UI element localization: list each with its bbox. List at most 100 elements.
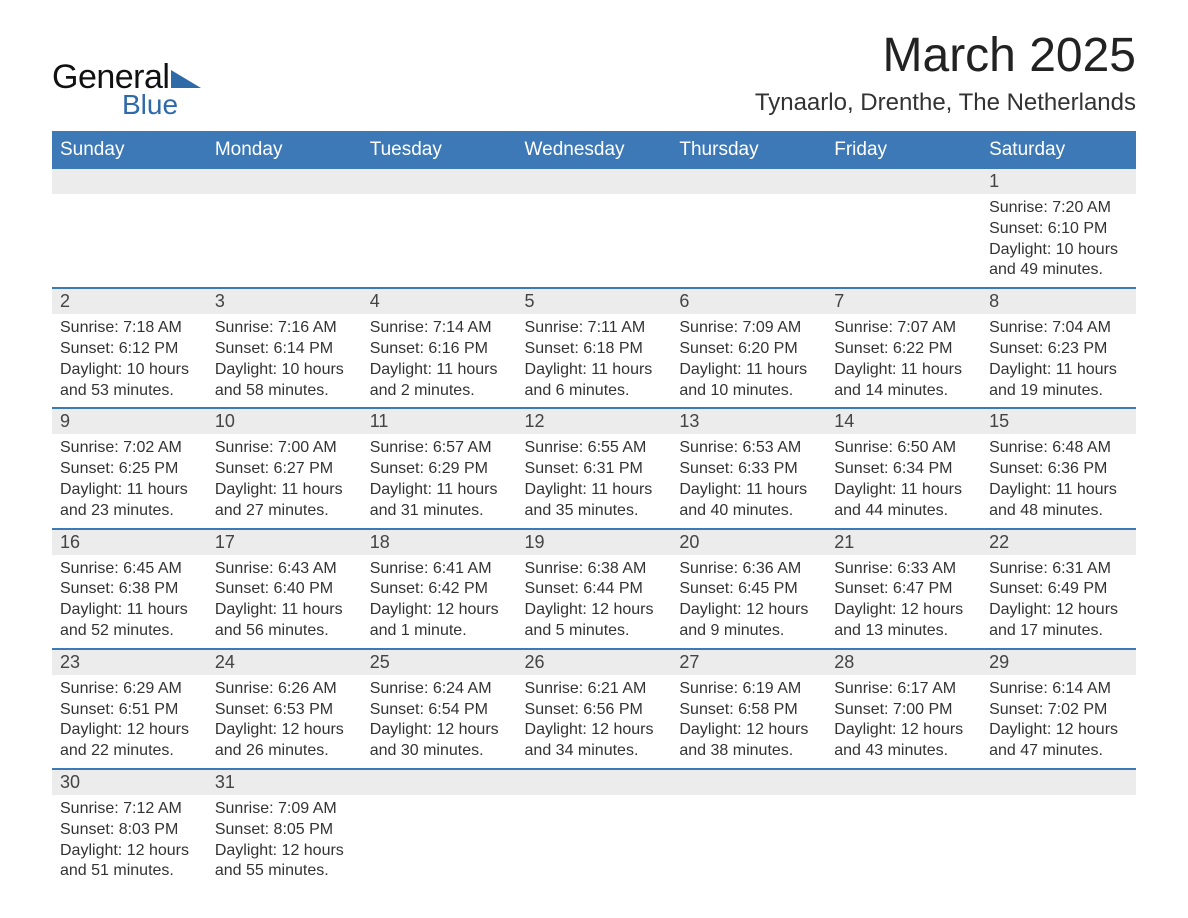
day-number-cell	[362, 769, 517, 795]
sunset-text: Sunset: 6:14 PM	[215, 339, 354, 360]
sunset-text: Sunset: 6:45 PM	[679, 579, 818, 600]
sunrise-text: Sunrise: 7:20 AM	[989, 198, 1128, 219]
daylight-text: Daylight: 12 hours	[60, 720, 199, 741]
daylight-text: and 13 minutes.	[834, 621, 973, 642]
sunset-text: Sunset: 6:34 PM	[834, 459, 973, 480]
day-number-cell: 31	[207, 769, 362, 795]
sunrise-text: Sunrise: 7:09 AM	[679, 318, 818, 339]
day-detail-cell: Sunrise: 7:04 AMSunset: 6:23 PMDaylight:…	[981, 314, 1136, 408]
daylight-text: Daylight: 12 hours	[834, 600, 973, 621]
sunrise-text: Sunrise: 7:16 AM	[215, 318, 354, 339]
daylight-text: Daylight: 11 hours	[215, 600, 354, 621]
sunset-text: Sunset: 6:58 PM	[679, 700, 818, 721]
daylight-text: Daylight: 12 hours	[60, 841, 199, 862]
daylight-text: and 47 minutes.	[989, 741, 1128, 762]
page-header: General Blue March 2025 Tynaarlo, Drenth…	[52, 28, 1136, 121]
sunset-text: Sunset: 6:33 PM	[679, 459, 818, 480]
daylight-text: and 2 minutes.	[370, 381, 509, 402]
day-number-cell: 21	[826, 529, 981, 555]
sunset-text: Sunset: 6:36 PM	[989, 459, 1128, 480]
day-detail-row: Sunrise: 7:02 AMSunset: 6:25 PMDaylight:…	[52, 434, 1136, 528]
sunset-text: Sunset: 6:44 PM	[525, 579, 664, 600]
day-detail-cell: Sunrise: 6:21 AMSunset: 6:56 PMDaylight:…	[517, 675, 672, 769]
day-number-cell	[362, 168, 517, 194]
day-detail-cell: Sunrise: 6:24 AMSunset: 6:54 PMDaylight:…	[362, 675, 517, 769]
sunrise-text: Sunrise: 6:38 AM	[525, 559, 664, 580]
daylight-text: and 6 minutes.	[525, 381, 664, 402]
day-detail-cell	[362, 795, 517, 888]
sunrise-text: Sunrise: 7:09 AM	[215, 799, 354, 820]
daylight-text: and 14 minutes.	[834, 381, 973, 402]
sunrise-text: Sunrise: 7:07 AM	[834, 318, 973, 339]
day-number-row: 3031	[52, 769, 1136, 795]
day-number-cell: 20	[671, 529, 826, 555]
daylight-text: Daylight: 12 hours	[525, 720, 664, 741]
day-number-cell: 11	[362, 408, 517, 434]
day-detail-cell	[207, 194, 362, 288]
day-number-cell	[826, 168, 981, 194]
sunset-text: Sunset: 6:31 PM	[525, 459, 664, 480]
day-detail-cell	[362, 194, 517, 288]
daylight-text: and 34 minutes.	[525, 741, 664, 762]
weekday-header: Thursday	[671, 132, 826, 168]
day-detail-cell: Sunrise: 6:29 AMSunset: 6:51 PMDaylight:…	[52, 675, 207, 769]
sunrise-text: Sunrise: 6:33 AM	[834, 559, 973, 580]
day-detail-cell: Sunrise: 7:09 AMSunset: 6:20 PMDaylight:…	[671, 314, 826, 408]
sunset-text: Sunset: 6:40 PM	[215, 579, 354, 600]
day-number-cell: 9	[52, 408, 207, 434]
sunset-text: Sunset: 6:54 PM	[370, 700, 509, 721]
daylight-text: and 40 minutes.	[679, 501, 818, 522]
day-detail-cell	[517, 194, 672, 288]
sunrise-text: Sunrise: 7:04 AM	[989, 318, 1128, 339]
day-number-cell: 4	[362, 288, 517, 314]
sunset-text: Sunset: 6:16 PM	[370, 339, 509, 360]
day-number-cell: 27	[671, 649, 826, 675]
daylight-text: Daylight: 11 hours	[370, 360, 509, 381]
day-number-cell: 18	[362, 529, 517, 555]
day-number-cell: 14	[826, 408, 981, 434]
sunset-text: Sunset: 6:29 PM	[370, 459, 509, 480]
daylight-text: Daylight: 12 hours	[215, 720, 354, 741]
daylight-text: and 27 minutes.	[215, 501, 354, 522]
day-detail-cell: Sunrise: 6:50 AMSunset: 6:34 PMDaylight:…	[826, 434, 981, 528]
sunset-text: Sunset: 6:27 PM	[215, 459, 354, 480]
daylight-text: and 10 minutes.	[679, 381, 818, 402]
day-number-cell: 24	[207, 649, 362, 675]
sunset-text: Sunset: 6:47 PM	[834, 579, 973, 600]
sunset-text: Sunset: 6:18 PM	[525, 339, 664, 360]
day-detail-cell: Sunrise: 7:00 AMSunset: 6:27 PMDaylight:…	[207, 434, 362, 528]
sunset-text: Sunset: 7:02 PM	[989, 700, 1128, 721]
daylight-text: and 58 minutes.	[215, 381, 354, 402]
sunset-text: Sunset: 7:00 PM	[834, 700, 973, 721]
day-detail-row: Sunrise: 6:45 AMSunset: 6:38 PMDaylight:…	[52, 555, 1136, 649]
day-number-cell: 3	[207, 288, 362, 314]
sunset-text: Sunset: 6:56 PM	[525, 700, 664, 721]
sunset-text: Sunset: 6:10 PM	[989, 219, 1128, 240]
sunrise-text: Sunrise: 6:21 AM	[525, 679, 664, 700]
day-detail-cell: Sunrise: 6:41 AMSunset: 6:42 PMDaylight:…	[362, 555, 517, 649]
daylight-text: and 43 minutes.	[834, 741, 973, 762]
sunrise-text: Sunrise: 6:36 AM	[679, 559, 818, 580]
day-detail-cell: Sunrise: 7:14 AMSunset: 6:16 PMDaylight:…	[362, 314, 517, 408]
sunset-text: Sunset: 6:23 PM	[989, 339, 1128, 360]
calendar-table: SundayMondayTuesdayWednesdayThursdayFrid…	[52, 131, 1136, 888]
day-detail-cell: Sunrise: 6:19 AMSunset: 6:58 PMDaylight:…	[671, 675, 826, 769]
day-detail-cell: Sunrise: 6:38 AMSunset: 6:44 PMDaylight:…	[517, 555, 672, 649]
sunrise-text: Sunrise: 7:00 AM	[215, 438, 354, 459]
day-number-cell: 17	[207, 529, 362, 555]
day-detail-cell: Sunrise: 6:45 AMSunset: 6:38 PMDaylight:…	[52, 555, 207, 649]
daylight-text: and 48 minutes.	[989, 501, 1128, 522]
day-detail-cell	[671, 194, 826, 288]
sunrise-text: Sunrise: 6:17 AM	[834, 679, 973, 700]
daylight-text: Daylight: 11 hours	[525, 480, 664, 501]
daylight-text: Daylight: 12 hours	[215, 841, 354, 862]
day-detail-cell: Sunrise: 7:18 AMSunset: 6:12 PMDaylight:…	[52, 314, 207, 408]
sunset-text: Sunset: 6:20 PM	[679, 339, 818, 360]
day-number-row: 23242526272829	[52, 649, 1136, 675]
daylight-text: Daylight: 10 hours	[989, 240, 1128, 261]
day-detail-cell: Sunrise: 7:16 AMSunset: 6:14 PMDaylight:…	[207, 314, 362, 408]
daylight-text: and 19 minutes.	[989, 381, 1128, 402]
day-number-cell: 22	[981, 529, 1136, 555]
daylight-text: and 52 minutes.	[60, 621, 199, 642]
sunset-text: Sunset: 8:05 PM	[215, 820, 354, 841]
